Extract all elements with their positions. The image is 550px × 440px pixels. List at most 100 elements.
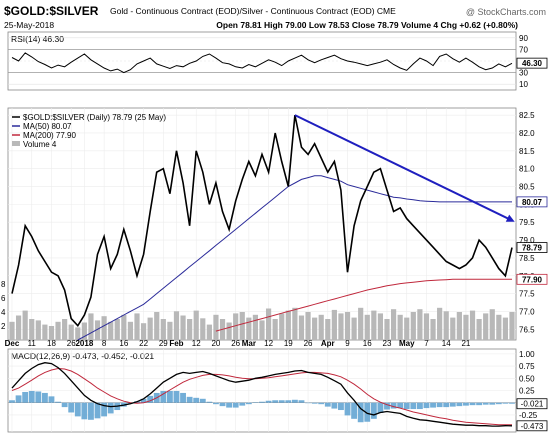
price-legend: $GOLD:$SILVER (Daily) 78.79 (25 May) MA(… (12, 113, 166, 149)
rsi-grid: 9070503010 (8, 34, 528, 89)
price-line (11, 114, 513, 328)
date-tick-label: 23 (383, 339, 392, 348)
volume-bar (496, 314, 502, 340)
macd-axis-labels: 1.00 0.75 0.50 0.25 -0.25 (519, 350, 538, 420)
macd-histogram-bar (495, 402, 502, 405)
macd-histogram-bar (160, 390, 167, 403)
date-tick-label: 12 (192, 339, 201, 348)
legend-price-label: $GOLD:$SILVER (Daily) 78.79 (25 May) (23, 113, 166, 122)
date-tick-label: 12 (264, 339, 273, 348)
macd-histogram-bar (351, 402, 358, 419)
macd-histogram-bar (245, 402, 252, 405)
macd-histogram-bar (344, 402, 351, 416)
volume-bar (15, 315, 22, 340)
rsi-tick-label: 10 (519, 80, 528, 89)
volume-bar (35, 320, 41, 340)
macd-histogram-bar (502, 402, 509, 404)
stockcharts-watermark: @ StockCharts.com (466, 7, 546, 17)
rsi-line (11, 52, 513, 74)
macd-histogram-bar (147, 395, 154, 403)
macd-histogram-bar (509, 402, 515, 404)
macd-histogram-bar (489, 402, 496, 405)
date-tick-label: 16 (119, 339, 128, 348)
price-frame (7, 107, 517, 341)
macd-histogram-bar (68, 402, 75, 413)
volume-bar (48, 326, 55, 340)
macd-histogram-bar (213, 402, 219, 405)
date-tick-label: 7 (424, 339, 429, 348)
volume-bar (377, 313, 384, 340)
legend-ma200-label: MA(200) 77.90 (23, 131, 76, 140)
volume-bar (200, 318, 206, 340)
rsi-title: RSI(14) 46.30 (11, 34, 64, 44)
volume-bar (239, 312, 245, 340)
trendline-arrowhead (505, 214, 515, 222)
macd-histogram-bar (324, 402, 331, 407)
ma200-value-badge (516, 273, 548, 285)
date-tick-label: 16 (363, 339, 372, 348)
macd-histogram-bar (364, 402, 371, 422)
volume-bar (358, 307, 364, 340)
macd-signal-line (11, 367, 513, 426)
macd-histogram-bar (199, 398, 206, 403)
price-tick-label: 77.0 (519, 307, 535, 316)
volume-bar (187, 319, 193, 340)
ma50-line (77, 175, 512, 341)
macd-histogram-bar (469, 402, 476, 406)
macd-histogram-bar (9, 400, 15, 403)
volume-bar (384, 319, 390, 340)
volume-bar (509, 312, 515, 340)
volume-bar (108, 321, 114, 340)
macd-histogram-bar (265, 400, 272, 403)
volume-tick-label: 2 (1, 322, 6, 331)
date-tick-label: 22 (139, 339, 148, 348)
volume-bar (9, 321, 15, 340)
macd-histogram-bar (94, 402, 101, 419)
macd-histogram-bar (416, 402, 423, 410)
date-tick-label: 26 (304, 339, 313, 348)
chart-date: 25-May-2018 (4, 20, 54, 30)
volume-bar (140, 323, 147, 340)
volume-bar (213, 314, 219, 340)
macd-histogram (9, 390, 515, 423)
macd-histogram-bar (239, 402, 246, 406)
volume-bar (75, 327, 81, 340)
macd-histogram-bar (278, 400, 285, 403)
volume-bar (338, 313, 344, 340)
macd-histogram-bar (430, 402, 436, 408)
volume-bar (404, 317, 410, 340)
macd-histogram-bar (338, 402, 344, 411)
price-tick-label: 80.5 (519, 183, 535, 192)
quote-summary: Open 78.81 High 79.00 Low 78.53 Close 78… (216, 20, 518, 30)
price-tick-label: 79.0 (519, 236, 535, 245)
macd-histogram-bar (101, 402, 108, 417)
volume-bar (22, 310, 28, 340)
volume-bar (42, 324, 48, 340)
price-tick-label: 79.5 (519, 218, 535, 227)
macd-histogram-bar (423, 402, 430, 409)
macd-panel: MACD(12,26,9) -0.473, -0.452, -0.021 1.0… (7, 348, 548, 433)
volume-bar (443, 311, 449, 340)
legend-ma50-label: MA(50) 80.07 (23, 122, 72, 131)
volume-bar (437, 307, 443, 340)
macd-histogram-bar (357, 402, 364, 423)
volume-bar (173, 311, 180, 340)
volume-bar (29, 319, 35, 340)
macd-histogram-bar (81, 402, 88, 420)
volume-bar (430, 319, 436, 340)
date-tick-label: 26 (67, 339, 76, 348)
rsi-tick-label: 90 (519, 34, 528, 43)
volume-bar (55, 321, 61, 340)
volume-bar (318, 314, 324, 340)
macd-histogram-value-label: -0.021 (521, 400, 544, 409)
volume-bar (364, 314, 370, 340)
macd-histogram-bar (305, 402, 311, 404)
downtrend-line (294, 114, 513, 222)
date-tick-label: 2018 (75, 339, 93, 348)
macd-histogram-bar (390, 402, 397, 409)
price-axis-labels: 76.577.077.578.078.579.079.580.080.581.0… (519, 111, 535, 334)
macd-histogram-bar (166, 390, 173, 403)
macd-histogram-bar (449, 402, 456, 407)
